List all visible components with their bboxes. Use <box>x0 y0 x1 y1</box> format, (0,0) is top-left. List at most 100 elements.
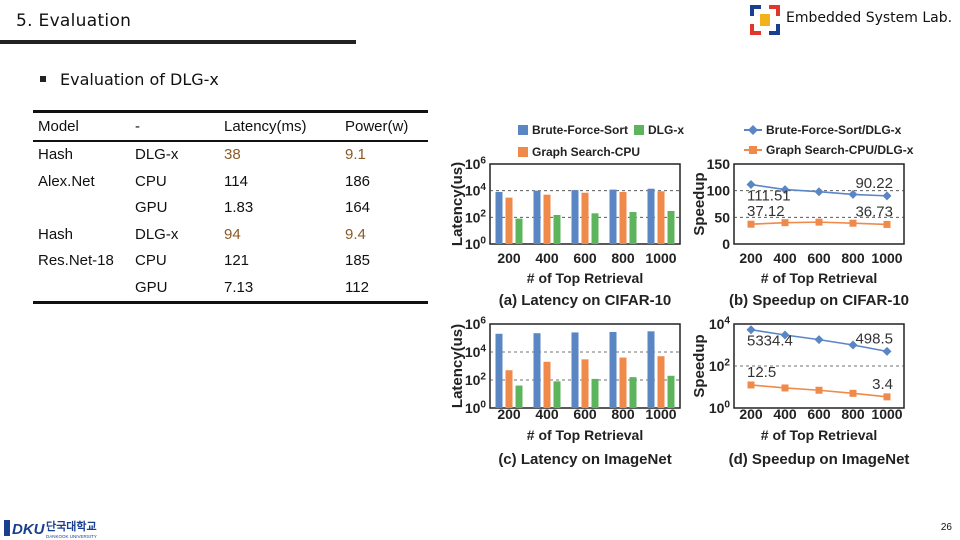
x-axis-title: # of Top Retrieval <box>527 270 643 286</box>
x-axis-title: # of Top Retrieval <box>527 427 643 443</box>
y-tick-label: 104 <box>465 182 487 199</box>
cell-power: 9.4 <box>345 225 366 243</box>
legend-entry: DLG-x <box>648 123 684 137</box>
x-tick-label: 200 <box>739 250 763 266</box>
x-tick-label: 400 <box>773 406 797 422</box>
lab-name: Embedded System Lab. <box>786 10 953 26</box>
y-tick-label: 50 <box>714 209 730 225</box>
y-tick-label: 100 <box>707 183 731 199</box>
data-label: 5334.4 <box>747 333 793 350</box>
x-tick-label: 600 <box>807 406 831 422</box>
bar <box>543 194 551 244</box>
x-tick-label: 200 <box>497 406 521 422</box>
bar <box>581 192 589 244</box>
y-tick-label: 100 <box>709 399 731 416</box>
bar <box>495 333 503 408</box>
data-point <box>882 346 892 356</box>
bar <box>619 191 627 244</box>
cell-device: CPU <box>135 172 167 190</box>
legend-entry: Brute-Force-Sort <box>532 123 628 137</box>
x-tick-label: 1000 <box>645 250 676 266</box>
cell-model: Hash <box>38 225 74 243</box>
data-point <box>814 335 824 345</box>
cell-device: CPU <box>135 252 167 270</box>
cell-latency: 114 <box>224 172 248 190</box>
legend-entry: Graph Search-CPU/DLG-x <box>766 143 914 157</box>
cell-device: GPU <box>135 278 168 296</box>
x-tick-label: 200 <box>497 250 521 266</box>
bar <box>647 331 655 408</box>
y-tick-label: 106 <box>465 315 487 332</box>
bar <box>571 190 579 244</box>
data-point <box>781 384 789 392</box>
x-tick-label: 600 <box>807 250 831 266</box>
bar <box>609 189 617 244</box>
dku-emblem-icon <box>4 520 10 536</box>
data-point <box>746 325 756 335</box>
cell-latency: 38 <box>224 146 241 164</box>
bar <box>657 191 665 244</box>
data-point <box>815 386 823 394</box>
university-name: 단국대학교 <box>46 519 97 533</box>
title-underline <box>0 40 356 44</box>
data-point <box>746 180 756 190</box>
x-tick-label: 600 <box>573 406 597 422</box>
data-point <box>780 185 790 195</box>
bar <box>657 356 665 408</box>
data-point <box>747 220 755 228</box>
bar <box>591 378 599 408</box>
bullet-text: Evaluation of DLG-x <box>60 70 219 89</box>
legend-marker <box>749 146 757 154</box>
bar <box>515 385 523 408</box>
legend-swatch <box>518 147 528 157</box>
y-tick-label: 102 <box>465 209 487 226</box>
subfigure-caption: (b) Speedup on CIFAR-10 <box>729 292 909 309</box>
subfigure-caption: (a) Latency on CIFAR-10 <box>499 292 672 309</box>
data-label: 90.22 <box>855 175 893 192</box>
bar <box>533 333 541 408</box>
bar <box>629 212 637 244</box>
data-point <box>814 187 824 197</box>
cell-device: DLG-x <box>135 225 179 243</box>
y-tick-label: 102 <box>709 357 731 374</box>
bar <box>619 357 627 408</box>
legend-marker <box>748 125 758 135</box>
legend-entry: Brute-Force-Sort/DLG-x <box>766 123 902 137</box>
page-number: 26 <box>940 522 952 533</box>
data-point <box>781 219 789 227</box>
y-axis-title: Latency(us) <box>449 162 466 246</box>
cell-latency: 7.13 <box>224 278 254 296</box>
data-point <box>780 330 790 340</box>
bar <box>667 210 675 244</box>
bar <box>581 359 589 408</box>
cell-model <box>33 195 130 222</box>
bullet-square-icon <box>40 75 46 82</box>
dku-logo-text: DKU <box>12 521 46 538</box>
x-tick-label: 200 <box>739 406 763 422</box>
bullet-point: Evaluation of DLG-x <box>40 70 219 89</box>
legend-swatch <box>634 125 644 135</box>
x-tick-label: 800 <box>611 250 635 266</box>
y-tick-label: 104 <box>709 315 731 332</box>
x-tick-label: 800 <box>841 250 865 266</box>
y-tick-label: 102 <box>465 371 487 388</box>
y-tick-label: 150 <box>707 156 731 172</box>
header-latency: Latency(ms) <box>224 117 307 135</box>
x-tick-label: 1000 <box>871 406 902 422</box>
table-row: GPU 1.83 164 <box>33 195 428 222</box>
data-label: 111.51 <box>747 188 791 205</box>
x-tick-label: 800 <box>841 406 865 422</box>
legend-entry: Graph Search-CPU <box>532 145 640 159</box>
lab-logo-icon <box>750 5 780 35</box>
y-axis-title: Latency(us) <box>449 324 466 408</box>
legend-swatch <box>518 125 528 135</box>
header-power: Power(w) <box>345 117 409 135</box>
cell-model: Res.Net-18 <box>38 252 114 270</box>
cell-model: Alex.Net <box>38 172 95 190</box>
y-axis-title: Speedup <box>691 334 708 397</box>
bar <box>505 197 513 244</box>
data-label: 12.5 <box>747 364 776 381</box>
data-point <box>815 218 823 226</box>
data-point <box>849 219 857 227</box>
subfigure-caption: (d) Speedup on ImageNet <box>729 451 910 468</box>
